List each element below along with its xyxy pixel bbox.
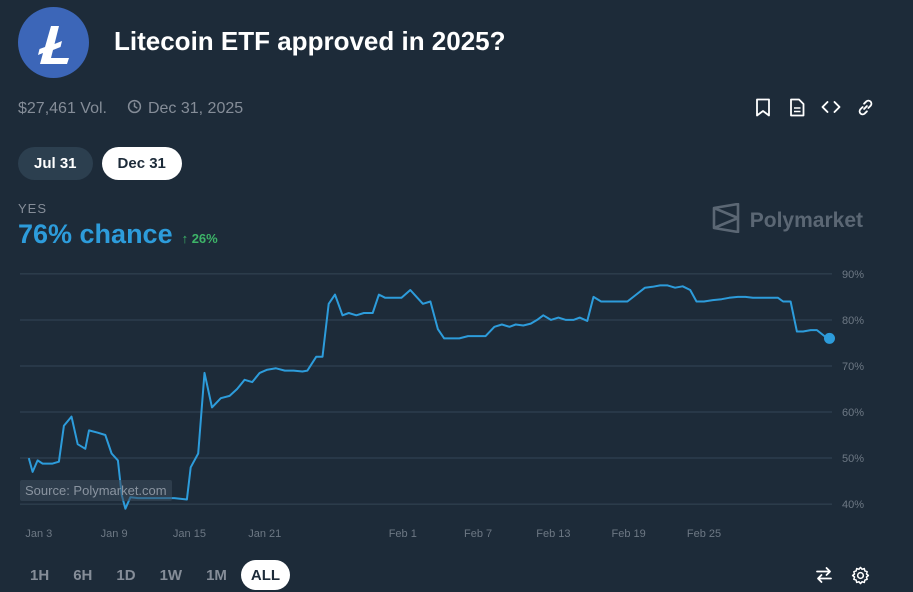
- outcome-label: YES: [18, 201, 48, 216]
- chance-row: 76% chance ↑ 26%: [18, 219, 218, 250]
- document-icon[interactable]: [787, 96, 807, 118]
- source-watermark: Source: Polymarket.com: [20, 480, 172, 501]
- embed-code-icon[interactable]: [821, 96, 841, 118]
- market-actions: [753, 96, 875, 118]
- range-tab-1m[interactable]: 1M: [196, 560, 237, 590]
- date-tabs: Jul 31 Dec 31: [18, 147, 182, 180]
- settings-gear-icon[interactable]: [849, 564, 871, 586]
- polymarket-brand: Polymarket: [712, 202, 863, 239]
- x-tick-label: Jan 3: [25, 528, 52, 540]
- y-tick-label: 60%: [842, 407, 864, 419]
- x-tick-label: Feb 1: [389, 528, 417, 540]
- x-tick-label: Feb 19: [612, 528, 646, 540]
- chance-change: ↑ 26%: [181, 231, 218, 246]
- series-line: [27, 284, 830, 510]
- x-tick-label: Feb 7: [464, 528, 492, 540]
- y-tick-label: 50%: [842, 453, 864, 465]
- end-date-text: Dec 31, 2025: [147, 100, 244, 117]
- range-tab-1h[interactable]: 1H: [20, 560, 59, 590]
- x-tick-label: Feb 25: [687, 528, 721, 540]
- range-tab-all[interactable]: ALL: [240, 560, 291, 590]
- swap-arrows-icon[interactable]: [813, 564, 835, 586]
- polymarket-logo-icon: [712, 202, 740, 239]
- page-title: Litecoin ETF approved in 2025?: [114, 26, 506, 56]
- brand-name: Polymarket: [749, 209, 863, 232]
- x-tick-label: Jan 21: [248, 528, 281, 540]
- litecoin-logo-icon: [18, 7, 89, 78]
- chart-tools: [813, 564, 871, 586]
- y-tick-label: 80%: [842, 315, 864, 327]
- x-tick-label: Jan 15: [173, 528, 206, 540]
- x-tick-label: Feb 13: [536, 528, 570, 540]
- volume-text: $27,461 Vol.: [18, 100, 107, 117]
- y-tick-label: 70%: [842, 361, 864, 373]
- y-tick-label: 90%: [842, 269, 864, 281]
- range-tab-1w[interactable]: 1W: [150, 560, 193, 590]
- price-chart[interactable]: 90% 80% 70% 60% 50% 40% Jan 3 Jan 9 Jan 15 Jan 2…: [0, 255, 913, 545]
- bookmark-icon[interactable]: [753, 96, 773, 118]
- market-meta: $27,461 Vol. Dec 31, 2025: [18, 99, 243, 119]
- end-marker: [823, 332, 835, 344]
- range-tab-6h[interactable]: 6H: [63, 560, 102, 590]
- date-tab-jul-31[interactable]: Jul 31: [18, 147, 93, 180]
- range-tabs: 1H 6H 1D 1W 1M ALL: [20, 560, 291, 590]
- date-tab-dec-31[interactable]: Dec 31: [101, 147, 182, 180]
- x-tick-label: Jan 9: [101, 528, 128, 540]
- link-icon[interactable]: [855, 96, 875, 118]
- range-tab-1d[interactable]: 1D: [106, 560, 145, 590]
- clock-icon: [127, 99, 142, 119]
- y-tick-label: 40%: [842, 499, 864, 511]
- chance-value: 76% chance: [18, 219, 173, 249]
